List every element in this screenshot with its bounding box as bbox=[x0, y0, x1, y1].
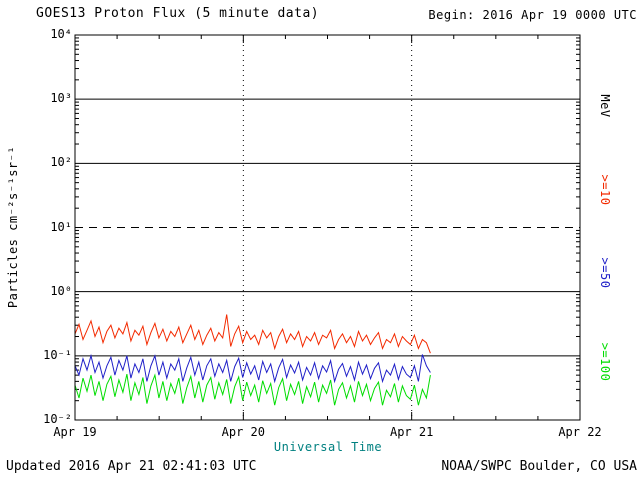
y-tick-label: 10⁻¹ bbox=[43, 347, 72, 362]
credit-label: NOAA/SWPC Boulder, CO USA bbox=[441, 459, 637, 474]
chart-title: GOES13 Proton Flux (5 minute data) bbox=[36, 6, 320, 21]
y-axis-label: Particles cm⁻²s⁻¹sr⁻¹ bbox=[6, 145, 20, 309]
x-tick-label: Apr 22 bbox=[558, 425, 602, 439]
y-tick-label: 10¹ bbox=[50, 219, 72, 234]
y-tick-label: 10² bbox=[50, 155, 72, 170]
updated-timestamp: Updated 2016 Apr 21 02:41:03 UTC bbox=[6, 459, 257, 474]
right-axis-label: MeV bbox=[598, 93, 612, 118]
begin-timestamp: Begin: 2016 Apr 19 0000 UTC bbox=[428, 8, 637, 22]
series-line bbox=[74, 373, 431, 406]
y-tick-label: 10⁴ bbox=[50, 27, 72, 41]
x-axis-label: Universal Time bbox=[273, 440, 383, 454]
y-tick-label: 10³ bbox=[50, 91, 72, 106]
y-tick-label: 10⁻² bbox=[43, 412, 72, 426]
right-axis-label: >=10 bbox=[598, 174, 612, 206]
right-axis-label: >=50 bbox=[598, 257, 612, 289]
plot-frame bbox=[74, 34, 581, 421]
right-axis-label: >=100 bbox=[598, 342, 612, 382]
y-tick-label: 10⁰ bbox=[50, 283, 72, 298]
series-line bbox=[74, 353, 431, 384]
x-tick-label: Apr 20 bbox=[221, 425, 265, 439]
series-line bbox=[74, 314, 431, 354]
x-tick-label: Apr 21 bbox=[389, 425, 434, 439]
x-tick-label: Apr 19 bbox=[53, 425, 97, 439]
